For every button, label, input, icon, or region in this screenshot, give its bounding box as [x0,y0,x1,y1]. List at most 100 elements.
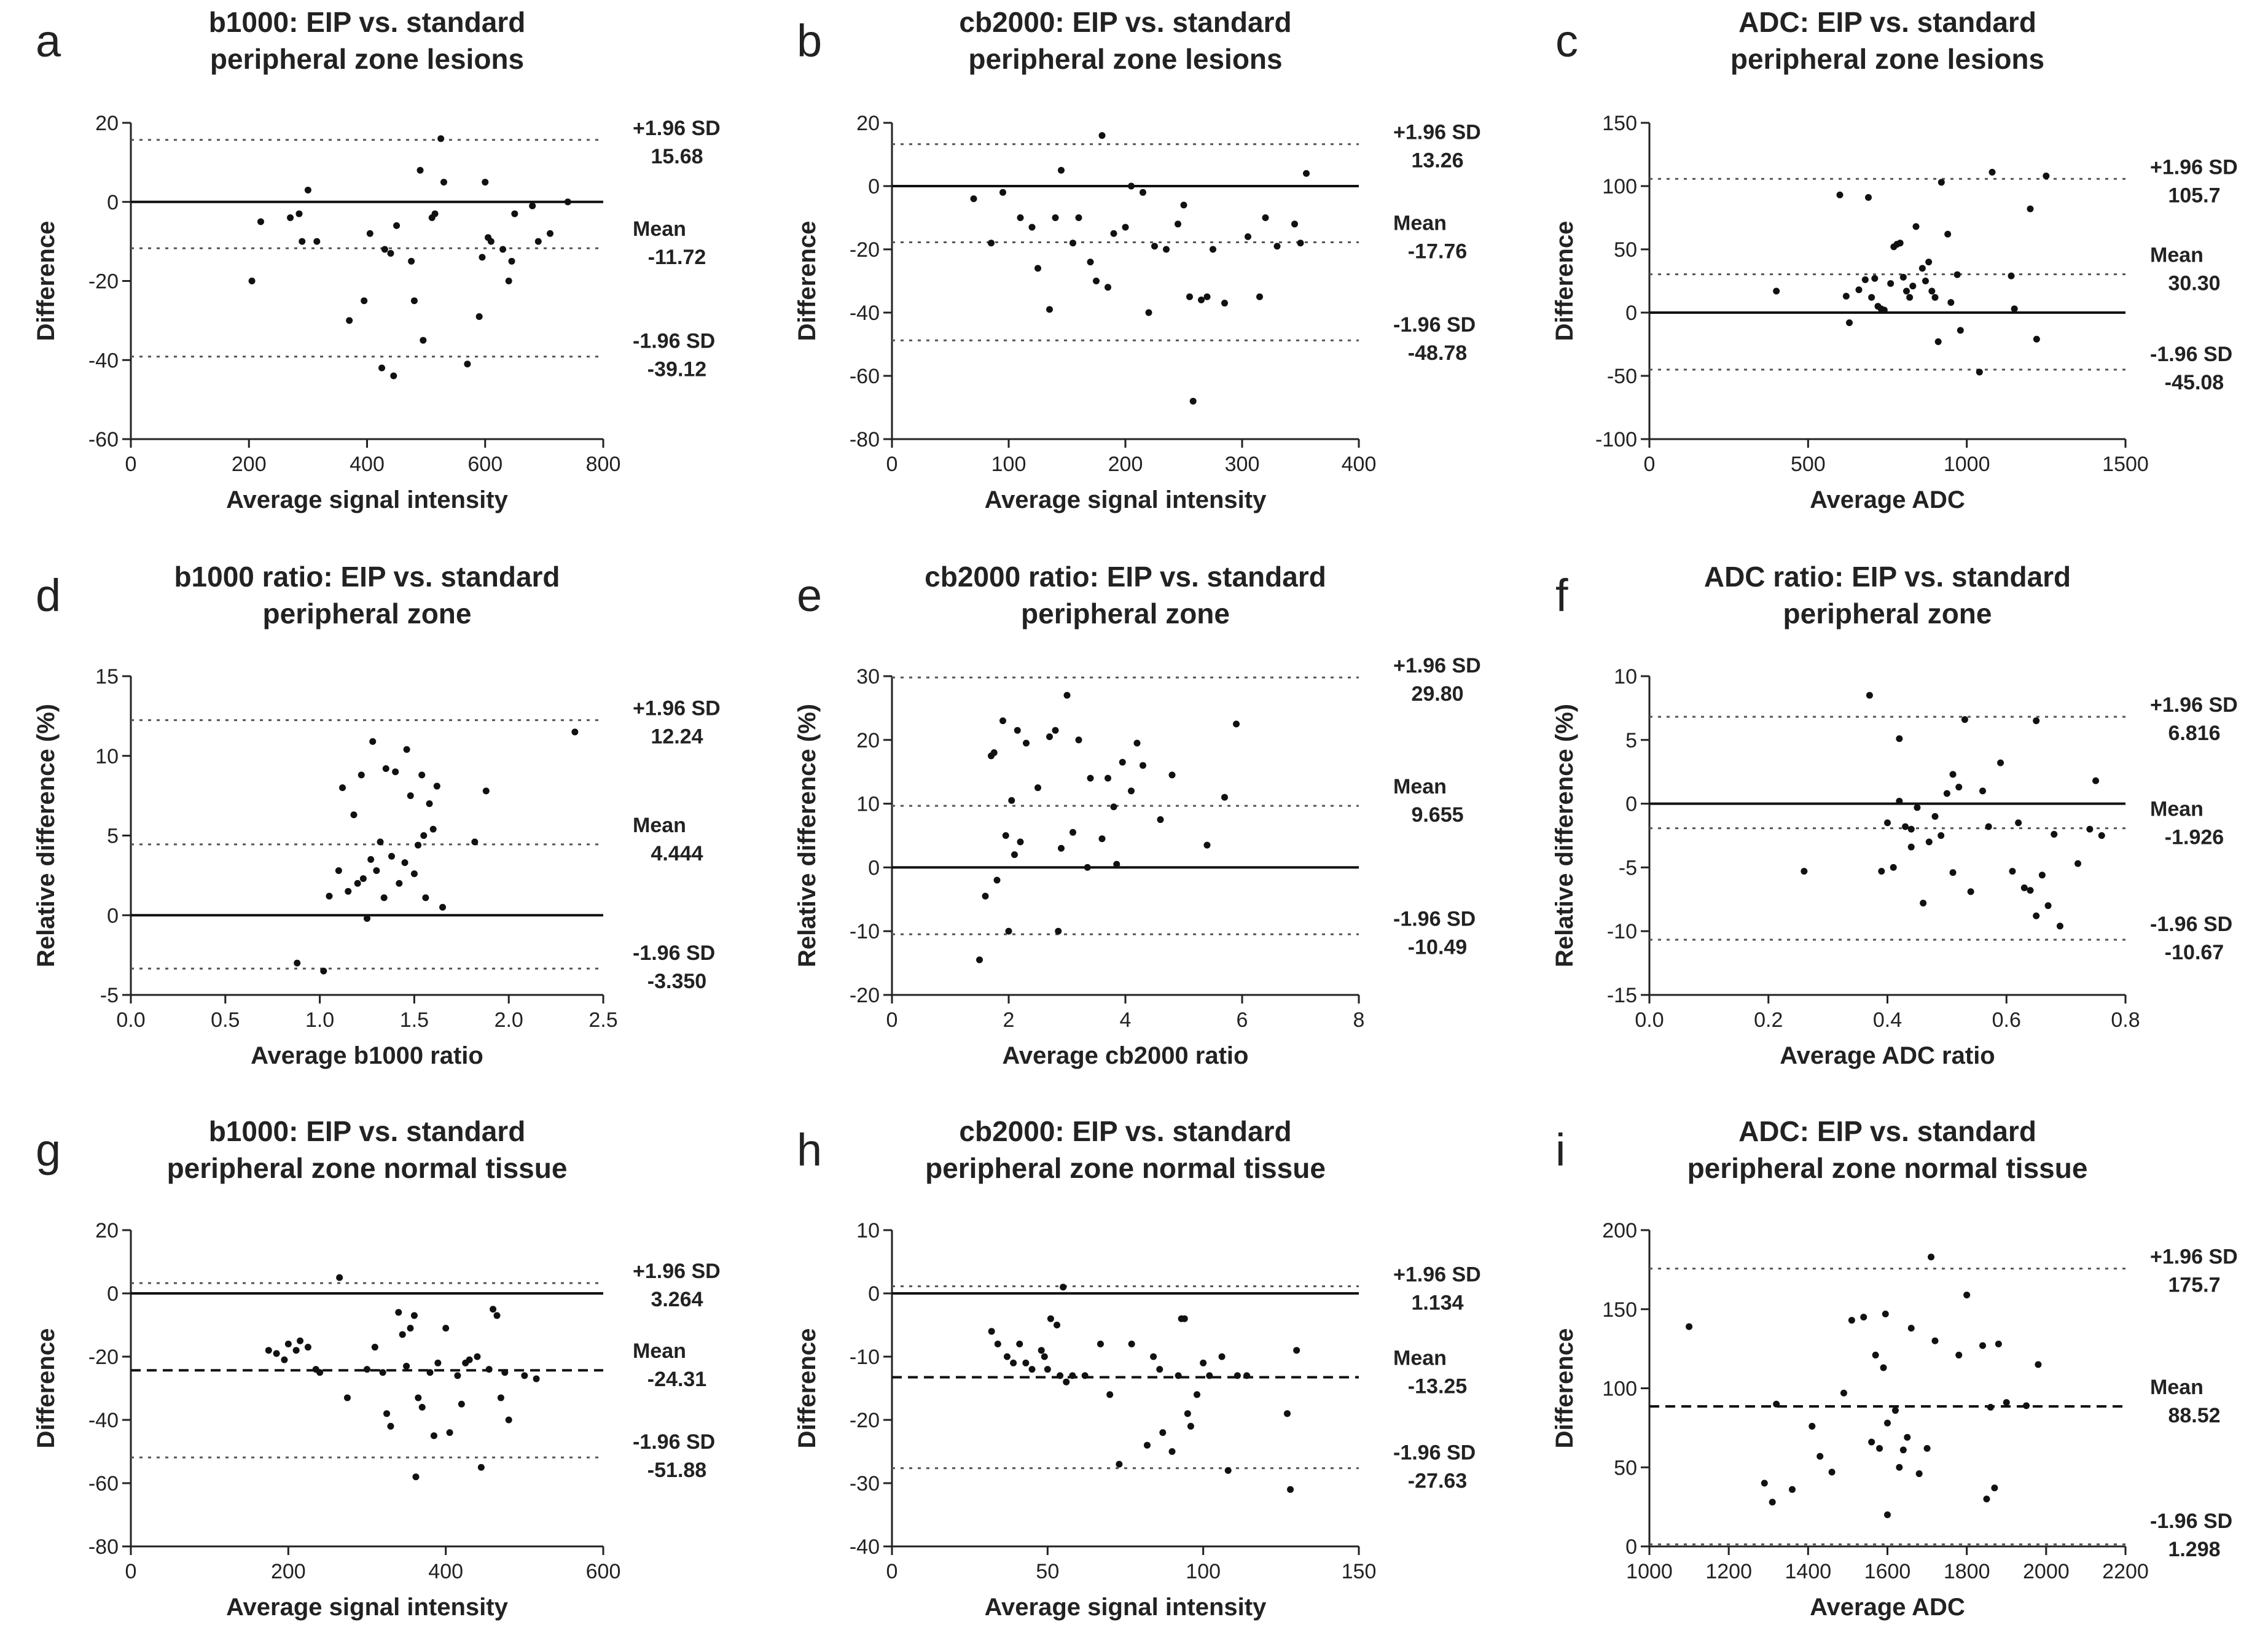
stat-label: +1.96 SD [633,697,721,720]
data-point [1047,1315,1054,1322]
data-point [373,867,380,875]
data-point [426,1369,434,1376]
x-tick-label: 6 [1237,1008,1248,1032]
x-tick-label: 0.0 [1635,1008,1664,1032]
data-point [1918,265,1926,272]
data-point [287,214,294,221]
data-point [1168,771,1176,779]
data-point [1187,1422,1194,1430]
stat-label: +1.96 SD [1393,121,1481,144]
data-point [1846,319,1853,326]
y-tick-label: 20 [95,112,119,135]
data-point [464,361,471,368]
data-point [433,782,440,790]
x-tick-label: 200 [1108,453,1143,476]
data-point [1914,804,1921,811]
chart-title-line: cb2000: EIP vs. standard [959,6,1291,38]
data-point [1861,276,1869,283]
data-point [2020,884,2028,892]
data-point [439,903,447,911]
data-point [1181,1315,1188,1322]
data-point [1044,1366,1051,1373]
stat-value: 6.816 [2168,722,2220,745]
data-point [426,800,433,808]
data-point [1868,294,1875,301]
stat-value: -3.350 [647,970,706,993]
data-point [320,967,327,975]
data-point [1128,787,1135,795]
data-point [999,717,1006,725]
data-point [1003,1353,1011,1360]
data-point [377,838,384,846]
data-point [1052,214,1059,221]
data-point [294,959,301,967]
data-point [1262,214,1269,221]
data-point [475,313,483,320]
data-point [1912,223,1920,230]
data-point [1957,327,1964,334]
stat-label: +1.96 SD [2150,155,2238,179]
y-tick-label: 200 [1602,1219,1637,1242]
x-tick-label: 400 [428,1560,463,1583]
stat-label: +1.96 SD [1393,1263,1481,1286]
data-point [1052,727,1059,734]
y-tick-label: -40 [88,349,119,372]
stat-value: -39.12 [647,358,706,381]
data-point [505,278,512,284]
data-point [1163,246,1170,253]
data-point [367,856,375,863]
chart-title-line: b1000 ratio: EIP vs. standard [174,561,560,593]
data-point [284,1340,292,1347]
stat-label: +1.96 SD [633,1260,721,1283]
x-tick-label: 0 [125,453,137,476]
data-point [346,317,353,324]
data-point [1891,1407,1899,1414]
data-point [2098,832,2105,839]
data-point [1920,900,1927,907]
stat-value: -45.08 [2165,371,2224,394]
data-point [415,841,422,849]
data-point [380,894,388,902]
data-point [1979,1342,1986,1349]
data-point [1098,835,1106,843]
data-point [410,870,418,878]
data-point [1014,727,1021,734]
data-point [364,914,370,922]
data-point [466,1356,473,1363]
data-point [265,1347,272,1354]
chart-title-line: b1000: EIP vs. standard [209,6,526,38]
data-point [1105,284,1111,291]
panel-g: g b1000: EIP vs. standard peripheral zone … [33,1115,721,1621]
data-point [474,1353,481,1360]
panel-letter: b [797,15,822,66]
data-point [408,257,415,265]
stat-value: -27.63 [1408,1470,1467,1493]
y-tick-label: -100 [1595,428,1637,451]
x-axis-label: Average b1000 ratio [251,1042,483,1069]
data-point [493,1312,501,1319]
data-point [1934,338,1942,345]
data-point [511,210,518,217]
data-point [1063,692,1071,699]
panel-letter: e [797,570,822,621]
y-tick-label: 0 [107,1282,119,1306]
data-point [304,186,311,193]
stat-value: 1.298 [2168,1538,2220,1561]
data-point [1256,293,1263,300]
data-point [1944,230,1952,238]
data-point [1245,233,1251,240]
data-point [1915,1470,1923,1478]
data-point [418,771,426,779]
data-point [1084,863,1091,871]
stat-value: 4.444 [651,842,703,865]
data-point [1060,1284,1067,1291]
data-point [1953,271,1961,278]
data-point [1878,868,1885,875]
data-point [534,238,542,245]
data-point [1210,246,1216,253]
data-point [1140,762,1146,769]
data-point [1947,299,1955,306]
data-point [335,867,342,875]
data-point [1151,243,1158,250]
